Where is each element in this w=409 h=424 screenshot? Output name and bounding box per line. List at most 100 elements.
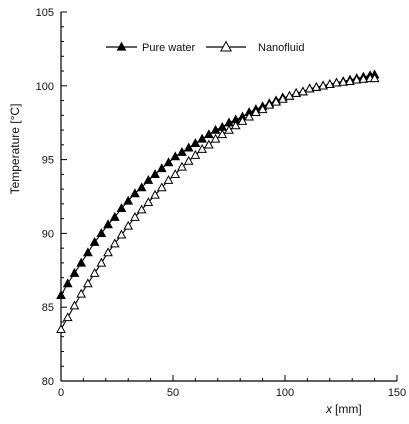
series-2 <box>56 73 380 333</box>
data-point <box>96 228 107 238</box>
x-tick-label: 0 <box>58 387 64 399</box>
data-point <box>89 268 100 277</box>
data-point <box>257 104 268 114</box>
data-point <box>76 257 87 267</box>
legend-label: Nanofluid <box>258 42 304 54</box>
legend-item: Pure water <box>106 41 196 54</box>
data-point <box>217 129 228 139</box>
axes-layer: 80 85 90 95 100 105 0 50 100 150 <box>36 7 407 399</box>
data-point <box>284 90 295 100</box>
series-1 <box>56 69 380 300</box>
data-point <box>338 76 349 86</box>
data-point <box>69 268 80 277</box>
data-point <box>324 79 335 88</box>
data-point <box>156 182 167 192</box>
data-point <box>103 247 113 257</box>
x-tick-label: 100 <box>276 387 294 399</box>
data-point <box>143 175 154 184</box>
data-point <box>150 189 160 199</box>
series-line <box>60 77 375 330</box>
x-tick-label: 50 <box>167 387 179 399</box>
data-point <box>116 203 127 212</box>
data-point <box>217 121 228 131</box>
data-point <box>203 139 214 149</box>
data-point <box>203 129 214 139</box>
legend-marker <box>219 40 233 52</box>
data-point <box>130 188 140 198</box>
data-point <box>190 149 201 159</box>
data-point <box>318 80 328 90</box>
y-tick-label: 80 <box>42 376 54 388</box>
data-point <box>224 124 234 134</box>
data-point <box>116 229 127 239</box>
data-point <box>69 300 80 310</box>
data-point <box>123 195 134 205</box>
data-point <box>136 204 147 214</box>
data-point <box>277 93 288 103</box>
data-point <box>190 138 201 148</box>
data-point <box>304 83 315 93</box>
series-line <box>60 74 375 296</box>
data-point <box>345 76 355 86</box>
data-point <box>83 247 93 257</box>
data-point <box>163 157 174 167</box>
data-point <box>56 290 66 300</box>
data-point <box>136 182 147 192</box>
y-tick-label: 90 <box>42 228 54 240</box>
data-point <box>123 220 134 230</box>
legend-marker <box>116 41 127 51</box>
data-point <box>103 219 113 229</box>
data-point <box>244 111 255 121</box>
data-point <box>62 312 73 322</box>
y-tick-label: 105 <box>36 7 54 19</box>
data-point <box>271 96 281 106</box>
data-point <box>96 257 107 267</box>
x-axis-label: x [mm] <box>325 402 362 416</box>
data-point <box>264 99 275 109</box>
legend-item: Nanofluid <box>206 40 304 54</box>
y-tick-label: 95 <box>42 155 54 167</box>
data-point <box>331 77 342 87</box>
data-point <box>311 82 322 91</box>
data-point <box>143 197 154 207</box>
data-point <box>230 120 241 130</box>
data-point <box>163 175 174 184</box>
data-point <box>358 73 369 83</box>
data-point <box>197 133 207 143</box>
x-axis-label-variable: x <box>325 402 333 416</box>
legend-label: Pure water <box>142 42 196 54</box>
data-point <box>150 169 160 179</box>
data-point <box>183 142 194 152</box>
data-point <box>109 211 120 221</box>
data-point <box>156 163 167 173</box>
data-point <box>170 151 181 161</box>
x-axis-label-unit: [mm] <box>335 402 362 416</box>
data-point <box>76 288 87 298</box>
y-tick-label: 100 <box>36 81 54 93</box>
data-point <box>183 155 194 165</box>
y-tick-label: 85 <box>42 302 54 314</box>
data-point <box>130 211 140 221</box>
y-axis-label: Temperature [°C] <box>8 104 22 195</box>
data-point <box>351 74 362 84</box>
data-point <box>210 133 221 143</box>
data-point <box>197 144 207 153</box>
data-point <box>62 278 73 288</box>
data-point <box>83 278 93 288</box>
data-point <box>177 161 187 171</box>
data-point <box>237 115 248 125</box>
data-point <box>177 146 187 156</box>
data-point <box>89 237 100 246</box>
data-point <box>369 73 380 83</box>
legend: Pure water Nanofluid <box>106 40 304 54</box>
data-point <box>109 238 120 248</box>
data-point <box>298 86 308 96</box>
x-tick-label: 150 <box>388 387 406 399</box>
data-point <box>56 324 66 333</box>
data-point <box>210 124 221 134</box>
data-point <box>251 107 261 117</box>
data-point <box>170 169 181 179</box>
series-layer <box>56 69 380 333</box>
